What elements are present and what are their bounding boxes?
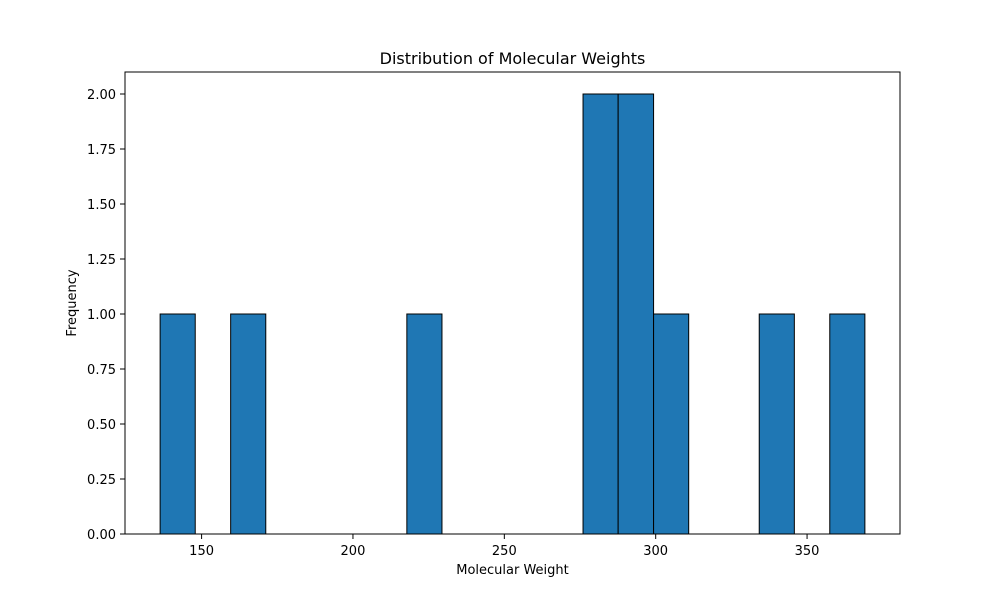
histogram-bar-14 (654, 314, 689, 534)
histogram-bar-12 (583, 94, 618, 534)
y-tick-label-6: 1.50 (87, 198, 116, 213)
x-tick-label-4: 350 (795, 544, 820, 559)
y-tick-label-3: 0.75 (87, 363, 116, 378)
y-tick-label-5: 1.25 (87, 253, 116, 268)
histogram-bar-7 (407, 314, 442, 534)
histogram-bar-17 (759, 314, 794, 534)
x-tick-label-2: 250 (492, 544, 517, 559)
y-axis-label: Frequency (65, 269, 80, 336)
chart-title: Distribution of Molecular Weights (380, 49, 646, 68)
histogram-bar-0 (160, 314, 195, 534)
histogram-bar-19 (830, 314, 865, 534)
x-tick-label-0: 150 (189, 544, 214, 559)
histogram-bar-2 (231, 314, 266, 534)
y-tick-label-7: 1.75 (87, 143, 116, 158)
histogram-bar-13 (618, 94, 653, 534)
y-tick-label-8: 2.00 (87, 88, 116, 103)
y-tick-label-0: 0.00 (87, 528, 116, 543)
y-tick-label-1: 0.25 (87, 473, 116, 488)
x-axis-label: Molecular Weight (456, 563, 569, 578)
x-tick-label-3: 300 (643, 544, 668, 559)
y-tick-label-4: 1.00 (87, 308, 116, 323)
x-tick-label-1: 200 (341, 544, 366, 559)
y-tick-label-2: 0.50 (87, 418, 116, 433)
